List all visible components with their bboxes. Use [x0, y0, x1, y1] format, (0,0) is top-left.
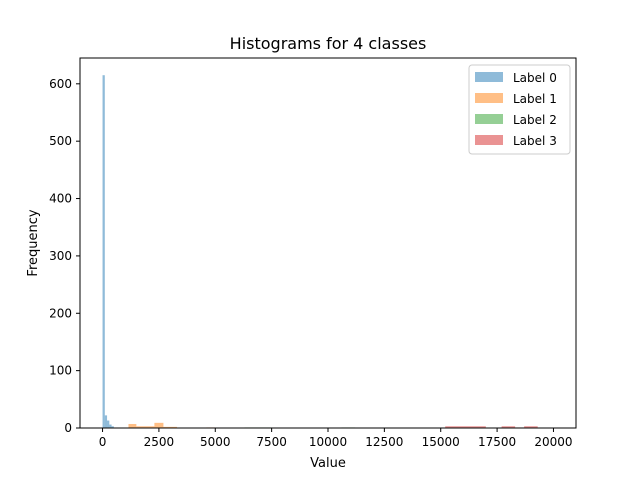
legend-label: Label 3 [513, 134, 557, 148]
legend: Label 0 Label 1 Label 2 Label 3 [468, 64, 571, 155]
x-tick-label: 12500 [365, 435, 403, 449]
chart-title: Histograms for 4 classes [230, 34, 427, 53]
y-tick-label: 300 [49, 249, 72, 263]
y-tick-label: 0 [64, 421, 72, 435]
legend-label: Label 0 [513, 71, 557, 85]
x-tick-label: 20000 [534, 435, 572, 449]
x-tick-label: 10000 [309, 435, 347, 449]
histogram-bar-label-0 [111, 426, 114, 428]
y-tick-label: 400 [49, 192, 72, 206]
histogram-bar-label-3 [501, 426, 516, 428]
x-tick-label: 2500 [144, 435, 175, 449]
x-tick-label: 17500 [478, 435, 516, 449]
legend-swatch [475, 135, 503, 145]
histogram-bar-label-3 [524, 426, 538, 428]
y-axis: 0 100 200 300 400 500 600 [49, 77, 80, 435]
x-axis-label: Value [310, 456, 346, 471]
x-axis: 0 2500 5000 7500 10000 12500 15000 17500 20000 [99, 428, 573, 449]
legend-swatch [475, 93, 503, 103]
x-tick-label: 7500 [256, 435, 287, 449]
legend-box [468, 64, 571, 155]
histogram-bar-label-1 [136, 426, 155, 428]
y-tick-label: 200 [49, 306, 72, 320]
histogram-bar-label-0 [102, 75, 105, 429]
x-tick-label: 15000 [422, 435, 460, 449]
histogram-bar-label-1 [128, 423, 137, 428]
y-tick-label: 500 [49, 134, 72, 148]
histogram-bar-label-0 [104, 415, 108, 428]
histogram-bar-label-3 [445, 426, 486, 428]
x-tick-label: 5000 [200, 435, 231, 449]
legend-label: Label 2 [513, 113, 557, 127]
legend-label: Label 1 [513, 92, 557, 106]
histogram-bar-label-0 [107, 420, 110, 428]
x-tick-label: 0 [99, 435, 107, 449]
y-tick-label: 100 [49, 364, 72, 378]
histogram-bar-label-0 [109, 424, 112, 428]
legend-swatch [475, 72, 503, 82]
histogram-bar-label-1 [154, 422, 164, 428]
y-tick-label: 600 [49, 77, 72, 91]
legend-swatch [475, 114, 503, 124]
histogram-bar-label-1 [163, 426, 177, 428]
y-axis-label: Frequency [26, 209, 41, 276]
